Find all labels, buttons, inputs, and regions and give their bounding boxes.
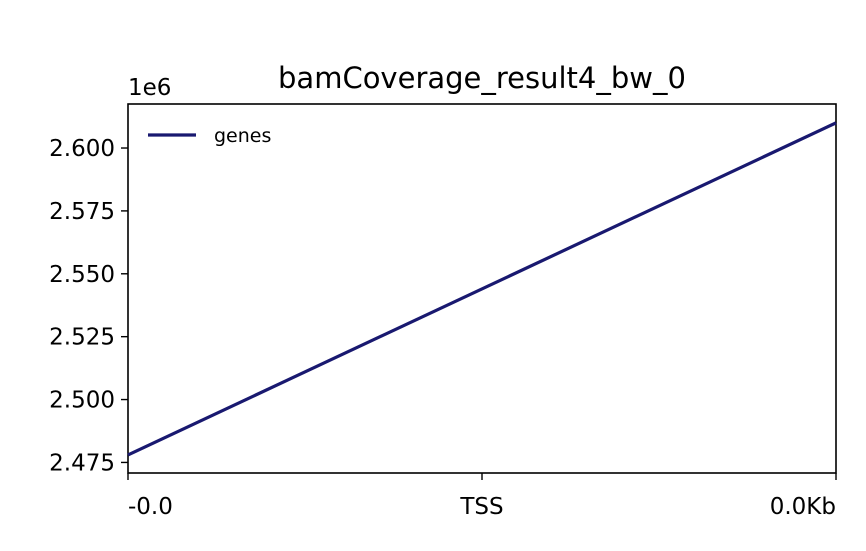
y-tick-label: 2.475 <box>49 450 115 476</box>
x-tick-label: TSS <box>459 494 503 520</box>
x-axis: -0.0 TSS 0.0Kb <box>127 473 837 520</box>
chart-title: bamCoverage_result4_bw_0 <box>278 61 686 95</box>
y-axis-offset-label: 1e6 <box>128 75 171 101</box>
x-tick-label: 0.0Kb <box>770 494 836 520</box>
legend-label-genes: genes <box>214 125 271 147</box>
y-tick-label: 2.575 <box>49 199 115 225</box>
series-line-genes <box>127 121 837 457</box>
legend: genes <box>148 125 271 147</box>
y-axis: 2.475 2.500 2.525 2.550 2.575 2.600 <box>49 136 128 476</box>
series-layer <box>127 121 837 457</box>
y-tick-label: 2.550 <box>49 262 115 288</box>
y-tick-label: 2.600 <box>49 136 115 162</box>
y-tick-label: 2.500 <box>49 388 115 414</box>
y-tick-label: 2.525 <box>49 325 115 351</box>
x-tick-label: -0.0 <box>128 494 173 520</box>
